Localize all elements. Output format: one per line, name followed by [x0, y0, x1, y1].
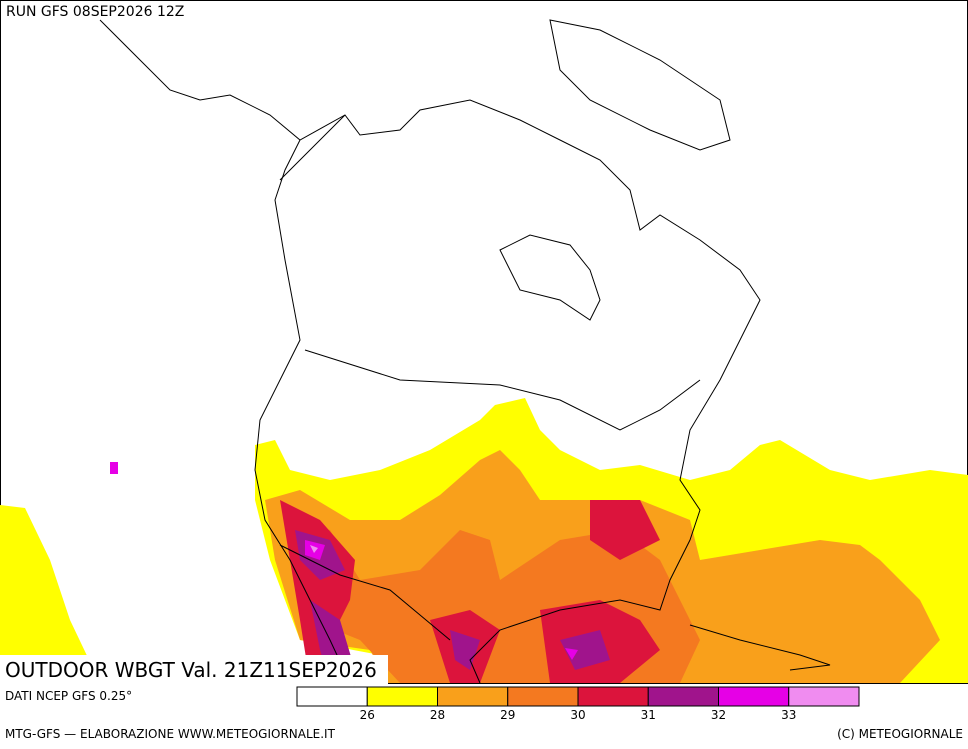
coastlines [99, 19, 831, 684]
colorbar-tick-label: 30 [570, 708, 585, 722]
field-yellow [0, 505, 100, 683]
field-pink [310, 545, 318, 553]
colorbar-tick-label: 26 [360, 708, 375, 722]
colorbar-segment [577, 686, 649, 707]
colorbar-segment [647, 686, 719, 707]
title-box [0, 655, 388, 684]
footer-left: MTG-GFS — ELABORAZIONE WWW.METEOGIORNALE… [5, 727, 336, 741]
colorbar-tick-label: 28 [430, 708, 445, 722]
colorbar-segment [718, 686, 790, 707]
colorbar-tick-label: 33 [781, 708, 796, 722]
colorbar-segment [788, 686, 860, 707]
run-label: RUN GFS 08SEP2026 12Z [6, 4, 184, 20]
colorbar-tick-label: 31 [641, 708, 656, 722]
colorbar: 26 28 29 30 31 32 33 [296, 686, 860, 722]
heat-field [0, 398, 968, 683]
colorbar-segment [507, 686, 579, 707]
colorbar-segment [366, 686, 438, 707]
colorbar-segment [437, 686, 509, 707]
colorbar-tick-label: 29 [500, 708, 515, 722]
footer-right: (C) METEOGIORNALE [837, 727, 963, 741]
field-red [280, 500, 660, 683]
colorbar-segment [296, 686, 368, 707]
map-title: OUTDOOR WBGT Val. 21Z11SEP2026 [5, 658, 377, 682]
colorbar-tick-label: 32 [711, 708, 726, 722]
source-label: DATI NCEP GFS 0.25° [5, 689, 132, 703]
